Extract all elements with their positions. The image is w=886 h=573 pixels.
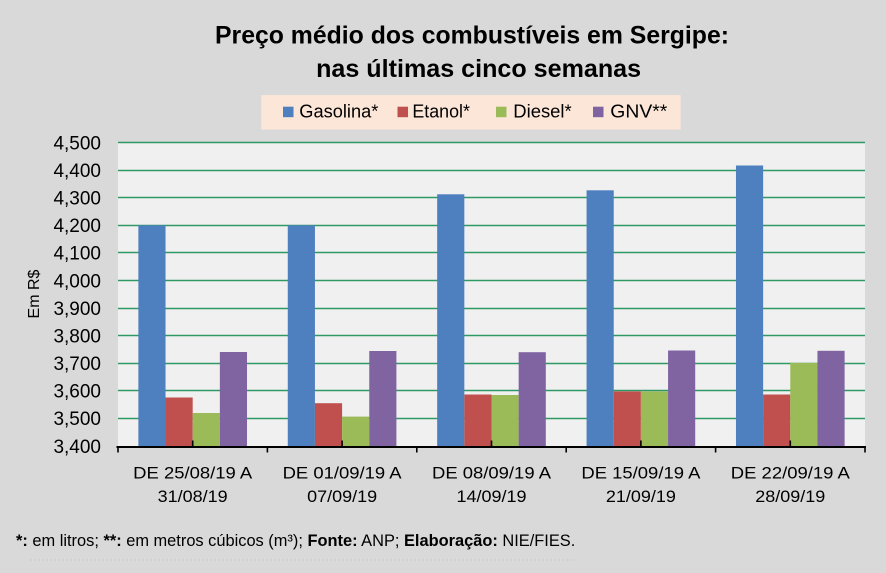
svg-text:Em R$: Em R$ bbox=[26, 269, 43, 318]
svg-text:DE 25/08/19 A: DE 25/08/19 A bbox=[133, 463, 253, 482]
svg-text:3,600: 3,600 bbox=[53, 382, 101, 403]
svg-text:*: em litros; **: em metros cú: *: em litros; **: em metros cúbicos (m³)… bbox=[16, 532, 575, 550]
svg-text:4,500: 4,500 bbox=[53, 133, 101, 154]
svg-text:Gasolina*: Gasolina* bbox=[299, 102, 378, 122]
svg-text:3,700: 3,700 bbox=[53, 354, 101, 375]
svg-text:3,800: 3,800 bbox=[53, 326, 101, 347]
svg-text:DE 22/09/19 A: DE 22/09/19 A bbox=[731, 463, 851, 482]
svg-text:07/09/19: 07/09/19 bbox=[307, 487, 377, 506]
svg-text:4,100: 4,100 bbox=[53, 244, 101, 265]
svg-text:14/09/19: 14/09/19 bbox=[457, 487, 527, 506]
svg-text:Preço médio dos combustíveis e: Preço médio dos combustíveis em Sergipe: bbox=[215, 22, 729, 50]
svg-text:4,300: 4,300 bbox=[53, 189, 101, 210]
svg-text:4,000: 4,000 bbox=[53, 271, 101, 292]
svg-text:Etanol*: Etanol* bbox=[412, 102, 470, 122]
svg-text:21/09/19: 21/09/19 bbox=[606, 487, 676, 506]
svg-text:DE 08/09/19 A: DE 08/09/19 A bbox=[432, 463, 552, 482]
svg-text:nas últimas cinco semanas: nas últimas cinco semanas bbox=[316, 55, 641, 83]
svg-text:DE 01/09/19 A: DE 01/09/19 A bbox=[283, 463, 403, 482]
svg-text:28/09/19: 28/09/19 bbox=[755, 487, 825, 506]
svg-text:DE 15/09/19 A: DE 15/09/19 A bbox=[581, 463, 701, 482]
svg-text:3,500: 3,500 bbox=[53, 409, 101, 430]
svg-text:Diesel*: Diesel* bbox=[513, 102, 571, 122]
svg-text:4,400: 4,400 bbox=[53, 161, 101, 182]
svg-text:4,200: 4,200 bbox=[53, 216, 101, 237]
svg-text:GNV**: GNV** bbox=[610, 102, 667, 122]
svg-text:31/08/19: 31/08/19 bbox=[158, 487, 228, 506]
svg-text:3,400: 3,400 bbox=[53, 437, 101, 458]
svg-text:3,900: 3,900 bbox=[53, 299, 101, 320]
